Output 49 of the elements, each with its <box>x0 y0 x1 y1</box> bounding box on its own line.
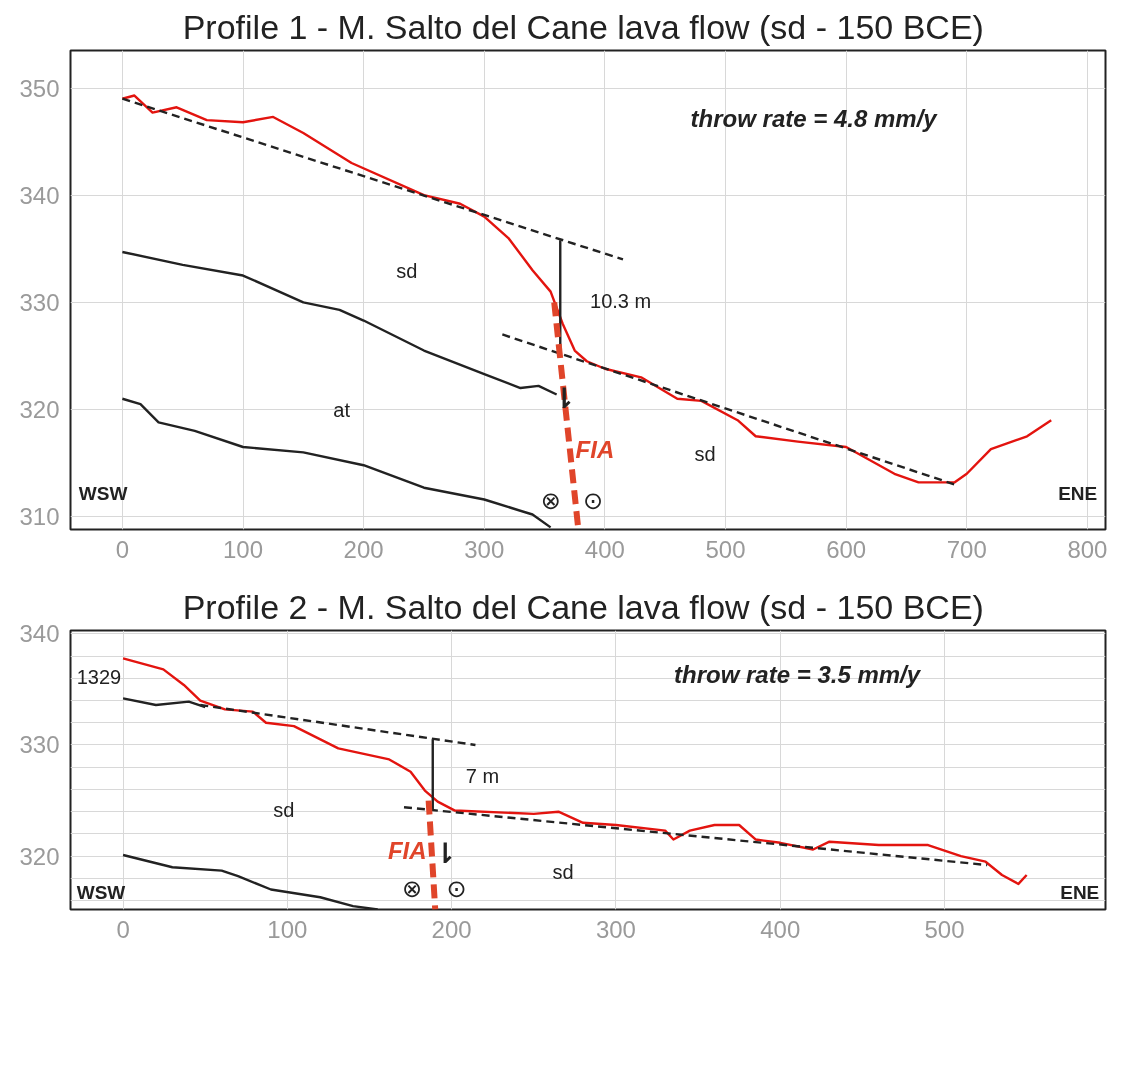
x-tick-label: 300 <box>464 535 505 563</box>
annotation: ⊙ <box>583 486 604 515</box>
annotation: FIA <box>387 837 427 865</box>
y-tick-label: 320 <box>19 842 60 870</box>
annotation: WSW <box>78 483 128 505</box>
x-tick-label: 100 <box>267 915 308 943</box>
y-tick-label: 340 <box>19 181 60 209</box>
annotation: ⊙ <box>446 875 467 904</box>
annotation: ⇂ <box>433 837 457 871</box>
x-tick-label: 500 <box>705 535 746 563</box>
x-tick-label: 100 <box>222 535 264 563</box>
y-tick-label: 330 <box>19 288 60 316</box>
annotation: ⊗ <box>402 875 423 904</box>
x-tick-label: 700 <box>946 535 987 563</box>
annotation: at <box>333 398 351 421</box>
x-tick-label: 400 <box>584 535 625 563</box>
annotation: ⊗ <box>540 486 561 515</box>
annotation: ⇂ <box>552 382 576 416</box>
y-tick-label: 330 <box>19 731 60 759</box>
annotation: 10.3 m <box>590 289 652 312</box>
annotation: sd <box>396 259 418 282</box>
line-series <box>121 250 558 396</box>
annotation: FIA <box>575 435 615 463</box>
x-tick-label: 0 <box>116 915 130 943</box>
x-tick-label: 400 <box>760 915 801 943</box>
annotation: 7 m <box>465 765 500 788</box>
annotation: WSW <box>76 882 126 904</box>
annotation: throw rate = 3.5 mm/y <box>674 660 922 688</box>
x-tick-label: 200 <box>343 535 384 563</box>
annotation: throw rate = 4.8 mm/y <box>690 105 939 133</box>
x-tick-label: 200 <box>431 915 472 943</box>
y-tick-label: 340 <box>19 620 60 648</box>
x-tick-label: 600 <box>826 535 867 563</box>
x-tick-label: 800 <box>1067 535 1108 563</box>
line-series <box>121 94 1053 484</box>
annotation: sd <box>552 860 574 883</box>
chart-title: Profile 2 - M. Salto del Cane lava flow (sd - 150 BCE) <box>182 587 984 626</box>
annotation: sd <box>694 443 716 466</box>
annotation: ENE <box>1060 882 1100 904</box>
y-tick-label: 320 <box>19 395 60 423</box>
y-tick-label: 350 <box>19 74 60 102</box>
x-tick-label: 300 <box>595 915 636 943</box>
x-tick-label: 0 <box>115 535 130 563</box>
annotation: 1329 <box>76 666 122 689</box>
annotation: ENE <box>1058 483 1098 505</box>
chart-title: Profile 1 - M. Salto del Cane lava flow (sd - 150 BCE) <box>182 7 984 46</box>
annotation: sd <box>273 799 295 822</box>
y-tick-label: 310 <box>19 503 60 531</box>
x-tick-label: 500 <box>924 915 965 943</box>
